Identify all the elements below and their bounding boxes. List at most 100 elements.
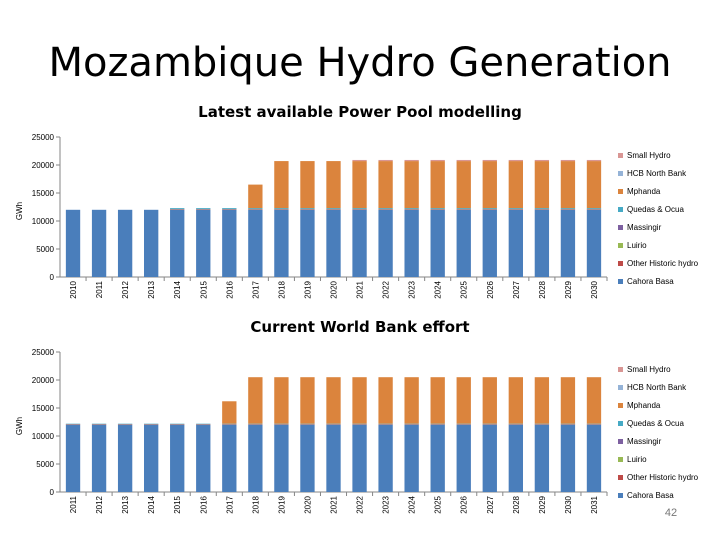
bar-segment	[404, 377, 419, 424]
bar-segment	[144, 424, 159, 425]
bar-segment	[352, 424, 367, 492]
y-tick-label: 5000	[36, 460, 54, 469]
legend-swatch	[618, 367, 623, 372]
bar-segment	[508, 209, 523, 210]
bar-segment	[586, 208, 602, 210]
y-tick-label: 0	[50, 273, 55, 282]
y-tick-label: 20000	[32, 161, 55, 170]
bar-segment	[170, 208, 185, 210]
bar-segment	[378, 209, 393, 210]
x-tick-label: 2027	[486, 495, 495, 513]
legend-swatch	[618, 457, 623, 462]
legend-swatch	[618, 243, 623, 248]
x-tick-label: 2013	[147, 280, 156, 298]
bar-segment	[586, 424, 602, 492]
x-tick-label: 2020	[330, 280, 339, 298]
bar-segment	[378, 424, 393, 492]
y-tick-label: 10000	[32, 432, 55, 441]
legend-entry: Luirio	[627, 455, 647, 464]
bar-segment	[404, 209, 419, 210]
bar-segment	[508, 377, 523, 424]
bar-segment	[534, 161, 550, 209]
x-tick-label: 2027	[512, 280, 521, 298]
bar-segment	[91, 424, 107, 425]
legend-entry: Cahora Basa	[627, 491, 674, 500]
x-tick-label: 2025	[460, 280, 469, 298]
bar-segment	[300, 424, 315, 492]
bar-segment	[248, 208, 263, 210]
bar-segment	[534, 209, 550, 210]
bar-segment	[326, 424, 341, 425]
bar-segment	[196, 208, 211, 210]
bar-segment	[430, 161, 445, 209]
legend-swatch	[618, 225, 623, 230]
x-tick-label: 2010	[69, 280, 78, 298]
bar-segment	[300, 208, 315, 210]
x-tick-label: 2018	[277, 280, 286, 298]
legend-swatch	[618, 421, 623, 426]
bar-segment	[274, 209, 289, 210]
bar-segment	[248, 424, 263, 425]
bar-segment	[222, 209, 237, 210]
legend-entry: Small Hydro	[627, 151, 671, 160]
bar-segment	[65, 424, 81, 425]
legend-swatch	[618, 153, 623, 158]
bar-segment	[508, 423, 523, 425]
bar-segment	[144, 209, 159, 277]
bar-segment	[586, 209, 602, 277]
bar-segment	[248, 423, 263, 425]
legend-entry: HCB North Bank	[627, 169, 687, 178]
bar-segment	[170, 209, 185, 210]
legend-swatch	[618, 189, 623, 194]
legend-entry: HCB North Bank	[627, 383, 687, 392]
bar-segment	[482, 159, 497, 162]
chart-1: 0 5000 10000 15000 20000 25000 GWh 2010 2011 2012…	[15, 133, 699, 299]
bar-segment	[196, 209, 211, 210]
bar-segment	[456, 424, 471, 425]
bar-segment	[326, 423, 341, 425]
bar-segment	[586, 424, 602, 425]
bar-segment	[196, 424, 211, 492]
legend-swatch	[618, 261, 623, 266]
bar-segment	[430, 423, 445, 425]
y-tick-label: 25000	[32, 348, 55, 357]
legend-entry: Other Historic hydro	[627, 473, 699, 482]
bar-segment	[117, 423, 133, 425]
bar-segment	[91, 424, 107, 492]
y-tick-label: 20000	[32, 376, 55, 385]
legend-entry: Massingir	[627, 437, 662, 446]
bar-segment	[508, 424, 523, 492]
x-tick-label: 2019	[303, 280, 312, 298]
bar-segment	[482, 209, 497, 277]
bar-segment	[170, 423, 185, 425]
bar-segment	[326, 208, 341, 210]
chart-1-title: Latest available Power Pool modelling	[198, 103, 522, 121]
x-tick-label: 2022	[382, 280, 391, 298]
bar-segment	[300, 377, 315, 424]
bar-segment	[222, 424, 237, 425]
bar-segment	[586, 209, 602, 210]
bar-segment	[300, 424, 315, 425]
bar-segment	[352, 209, 367, 277]
bar-segment	[482, 424, 497, 492]
bar-segment	[300, 161, 315, 209]
legend-entry: Massingir	[627, 223, 662, 232]
x-tick-label: 2031	[590, 495, 599, 513]
x-tick-label: 2028	[512, 495, 521, 513]
x-tick-label: 2021	[330, 495, 339, 513]
page-number: 42	[664, 507, 678, 519]
bar-segment	[404, 423, 419, 425]
bar-segment	[300, 423, 315, 425]
bar-segment	[326, 377, 341, 424]
bar-segment	[482, 161, 497, 209]
legend-entry: Luirio	[627, 241, 647, 250]
x-tick-label: 2028	[538, 280, 547, 298]
bar-segment	[430, 424, 445, 425]
x-tick-label: 2011	[95, 280, 104, 298]
y-tick-label: 15000	[32, 404, 55, 413]
x-tick-label: 2025	[434, 495, 443, 513]
x-tick-label: 2011	[69, 495, 78, 513]
x-tick-label: 2016	[199, 495, 208, 513]
bar-segment	[456, 159, 471, 162]
bar-segment	[456, 161, 471, 209]
